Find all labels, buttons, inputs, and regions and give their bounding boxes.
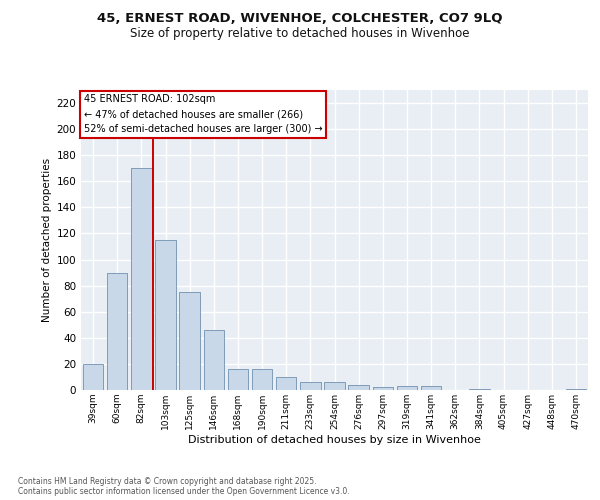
Bar <box>252 369 272 390</box>
Bar <box>131 168 152 390</box>
Text: Size of property relative to detached houses in Wivenhoe: Size of property relative to detached ho… <box>130 27 470 40</box>
Text: Contains HM Land Registry data © Crown copyright and database right 2025.
Contai: Contains HM Land Registry data © Crown c… <box>18 476 350 496</box>
X-axis label: Distribution of detached houses by size in Wivenhoe: Distribution of detached houses by size … <box>188 434 481 444</box>
Bar <box>203 330 224 390</box>
Bar <box>107 272 127 390</box>
Bar <box>324 382 345 390</box>
Text: 45 ERNEST ROAD: 102sqm
← 47% of detached houses are smaller (266)
52% of semi-de: 45 ERNEST ROAD: 102sqm ← 47% of detached… <box>83 94 322 134</box>
Text: 45, ERNEST ROAD, WIVENHOE, COLCHESTER, CO7 9LQ: 45, ERNEST ROAD, WIVENHOE, COLCHESTER, C… <box>97 12 503 25</box>
Y-axis label: Number of detached properties: Number of detached properties <box>42 158 52 322</box>
Bar <box>227 369 248 390</box>
Bar <box>421 386 442 390</box>
Bar <box>469 388 490 390</box>
Bar <box>349 385 369 390</box>
Bar <box>300 382 320 390</box>
Bar <box>179 292 200 390</box>
Bar <box>566 388 586 390</box>
Bar <box>276 377 296 390</box>
Bar <box>155 240 176 390</box>
Bar <box>83 364 103 390</box>
Bar <box>397 386 417 390</box>
Bar <box>373 388 393 390</box>
